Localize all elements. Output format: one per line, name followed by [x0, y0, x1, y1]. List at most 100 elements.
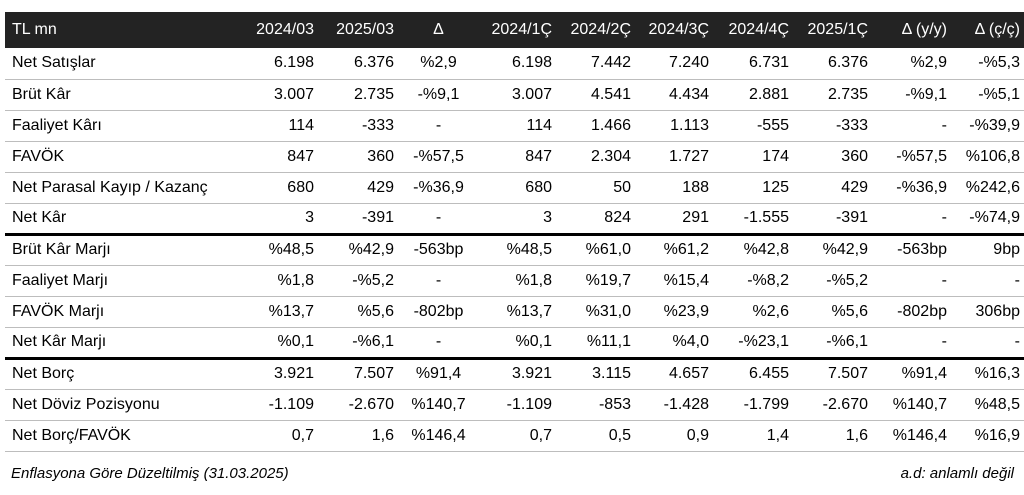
- table-body: Net Satışlar 6.198 6.376 %2,9 6.198 7.442 7.24…: [5, 48, 1024, 452]
- table-cell: 3.921: [235, 358, 318, 390]
- table-row: Net Borç 3.921 7.507 %91,4 3.921 3.115 4.657 6.…: [5, 358, 1024, 390]
- table-cell: 3: [479, 203, 556, 236]
- table-cell: 188: [635, 172, 713, 204]
- header-cell: 2024/3Ç: [635, 12, 713, 48]
- table-cell: -%5,2: [318, 265, 398, 297]
- table-cell: %42,8: [713, 234, 793, 266]
- table-cell: 6.455: [713, 358, 793, 390]
- table-cell: 3.007: [479, 79, 556, 111]
- table-cell: %146,4: [398, 420, 479, 452]
- table-cell: 3.921: [479, 358, 556, 390]
- table-cell: 50: [556, 172, 635, 204]
- table-cell: 1.466: [556, 110, 635, 142]
- table-cell: 429: [793, 172, 872, 204]
- table-cell: %146,4: [872, 420, 951, 452]
- table-cell: -333: [318, 110, 398, 142]
- table-row: Net Döviz Pozisyonu -1.109 -2.670 %140,7 -1.…: [5, 389, 1024, 421]
- table-cell: 0,7: [479, 420, 556, 452]
- table-cell: -: [872, 110, 951, 142]
- table-row: Net Borç/FAVÖK 0,7 1,6 %146,4 0,7 0,5 0,9 1,4 1,…: [5, 420, 1024, 452]
- header-cell: Δ (y/y): [872, 12, 951, 48]
- row-label: FAVÖK Marjı: [5, 296, 235, 328]
- table-cell: -853: [556, 389, 635, 421]
- table-cell: -%36,9: [398, 172, 479, 204]
- table-cell: -%39,9: [951, 110, 1024, 142]
- table-cell: -802bp: [872, 296, 951, 328]
- table-cell: %48,5: [479, 234, 556, 266]
- table-cell: -%9,1: [398, 79, 479, 111]
- table-cell: 114: [235, 110, 318, 142]
- table-cell: -802bp: [398, 296, 479, 328]
- table-row: Net Kâr Marjı %0,1 -%6,1- %0,1 %11,1 %4,0 -%23…: [5, 327, 1024, 360]
- table-cell: -: [398, 327, 479, 360]
- table-cell: -%74,9: [951, 203, 1024, 236]
- footnote-legend: a.d: anlamlı değil: [900, 465, 1014, 482]
- row-label: Brüt Kâr: [5, 79, 235, 111]
- table-cell: -%5,1: [951, 79, 1024, 111]
- table-cell: -1.799: [713, 389, 793, 421]
- table-cell: -%57,5: [398, 141, 479, 173]
- row-label: FAVÖK: [5, 141, 235, 173]
- table-row: Brüt Kâr Marjı %48,5 %42,9 -563bp %48,5 %61,0…: [5, 234, 1024, 266]
- table-cell: %0,1: [479, 327, 556, 360]
- table-cell: -391: [318, 203, 398, 236]
- table-cell: %140,7: [872, 389, 951, 421]
- table-cell: -: [398, 265, 479, 297]
- table-cell: -%57,5: [872, 141, 951, 173]
- table-cell: -: [951, 265, 1024, 297]
- table-cell: 306bp: [951, 296, 1024, 328]
- row-label: Net Kâr Marjı: [5, 327, 235, 360]
- header-cell: 2024/2Ç: [556, 12, 635, 48]
- table-cell: 174: [713, 141, 793, 173]
- row-label: Net Döviz Pozisyonu: [5, 389, 235, 421]
- financial-table: TL mn 2024/03 2025/03 Δ 2024/1Ç 2024/2Ç 2024/3…: [5, 12, 1024, 452]
- table-cell: -563bp: [872, 234, 951, 266]
- table-cell: -2.670: [318, 389, 398, 421]
- header-cell: Δ (ç/ç): [951, 12, 1024, 48]
- table-cell: 1,4: [713, 420, 793, 452]
- table-cell: %16,9: [951, 420, 1024, 452]
- table-cell: -1.109: [235, 389, 318, 421]
- table-cell: 360: [793, 141, 872, 173]
- table-cell: 4.434: [635, 79, 713, 111]
- table-cell: -391: [793, 203, 872, 236]
- table-cell: -: [872, 203, 951, 236]
- table-cell: 3.007: [235, 79, 318, 111]
- table-cell: -1.428: [635, 389, 713, 421]
- row-label: Net Parasal Kayıp / Kazanç: [5, 172, 235, 204]
- table-cell: -%6,1: [793, 327, 872, 360]
- table-cell: -1.109: [479, 389, 556, 421]
- table-cell: %1,8: [479, 265, 556, 297]
- table-cell: 7.507: [793, 358, 872, 390]
- table-cell: %42,9: [318, 234, 398, 266]
- row-label: Net Borç/FAVÖK: [5, 420, 235, 452]
- table-cell: 2.735: [318, 79, 398, 111]
- header-cell: 2024/1Ç: [479, 12, 556, 48]
- table-cell: %11,1: [556, 327, 635, 360]
- table-cell: %31,0: [556, 296, 635, 328]
- table-cell: %0,1: [235, 327, 318, 360]
- table-cell: 9bp: [951, 234, 1024, 266]
- table-header: TL mn 2024/03 2025/03 Δ 2024/1Ç 2024/2Ç 2024/3…: [5, 12, 1024, 48]
- row-label: Faaliyet Marjı: [5, 265, 235, 297]
- table-cell: 6.376: [318, 48, 398, 80]
- table-cell: %5,6: [318, 296, 398, 328]
- table-cell: 2.881: [713, 79, 793, 111]
- table-cell: 125: [713, 172, 793, 204]
- header-cell: 2024/4Ç: [713, 12, 793, 48]
- table-cell: -563bp: [398, 234, 479, 266]
- table-cell: 7.507: [318, 358, 398, 390]
- table-cell: %5,6: [793, 296, 872, 328]
- table-cell: 1,6: [318, 420, 398, 452]
- table-cell: 680: [479, 172, 556, 204]
- table-cell: 6.198: [235, 48, 318, 80]
- table-cell: %23,9: [635, 296, 713, 328]
- table-cell: 3: [235, 203, 318, 236]
- table-cell: %91,4: [872, 358, 951, 390]
- table-cell: %16,3: [951, 358, 1024, 390]
- table-cell: %2,9: [872, 48, 951, 80]
- header-label-column: TL mn: [5, 12, 235, 48]
- table-row: Brüt Kâr 3.007 2.735 -%9,1 3.007 4.541 4.434 2.…: [5, 79, 1024, 111]
- table-cell: %48,5: [951, 389, 1024, 421]
